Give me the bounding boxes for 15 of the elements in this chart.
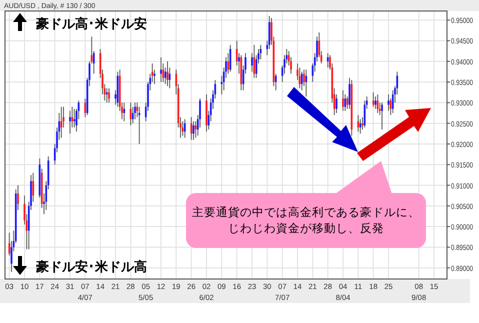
candlestick — [166, 60, 168, 87]
candlestick — [192, 120, 194, 140]
annotation: 豪ドル安･米ドル高 — [35, 259, 147, 275]
candlestick — [160, 56, 162, 83]
candlestick — [388, 94, 390, 112]
candlestick — [381, 102, 383, 130]
candlestick — [342, 90, 344, 112]
candlestick — [134, 102, 136, 120]
candlestick — [108, 88, 110, 104]
candlestick — [69, 110, 71, 134]
annotation: 豪ドル高･米ドル安 — [35, 16, 147, 32]
candlestick — [73, 108, 76, 128]
annotation: 主要通貨の中では高金利である豪ドルに、じわじわ資金が移動し、反発 — [192, 205, 420, 235]
candlestick — [374, 96, 376, 110]
candlestick — [326, 52, 329, 68]
